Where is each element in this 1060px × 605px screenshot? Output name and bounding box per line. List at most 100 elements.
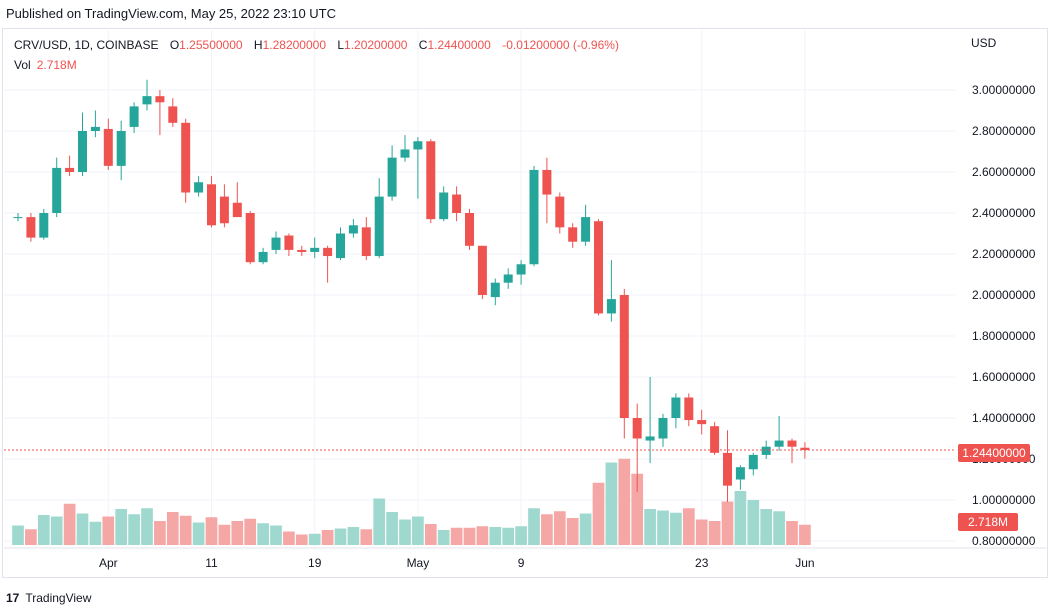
candle-body xyxy=(323,247,333,257)
low-label: L xyxy=(337,38,345,52)
x-axis-ticks: Apr 11 19 May 9 23 Jun xyxy=(99,556,815,570)
volume-bar xyxy=(12,525,24,545)
open-label: O xyxy=(169,38,180,52)
candle-body xyxy=(529,169,539,265)
x-tick-label: May xyxy=(407,556,430,570)
candle-body xyxy=(671,397,681,418)
volume-bar xyxy=(502,527,515,545)
candle-body xyxy=(181,122,191,193)
candle-body xyxy=(90,126,100,131)
volume-bar xyxy=(25,529,37,545)
close-label: C xyxy=(418,38,428,52)
volume-bar xyxy=(399,519,411,545)
volume-bar xyxy=(257,523,269,545)
candle-body xyxy=(581,217,591,242)
ohlc-legend: CRV/USD, 1D, COINBASE O1.25500000 H1.282… xyxy=(14,38,627,52)
volume-label: Vol xyxy=(14,58,31,72)
volume-legend: Vol 2.718M xyxy=(14,58,77,72)
tradingview-logo-icon: 17 xyxy=(6,591,20,605)
volume-bar xyxy=(566,518,579,545)
volume-bar xyxy=(76,513,89,545)
candle-body xyxy=(284,235,294,250)
volume-bar xyxy=(63,503,76,545)
candle-body xyxy=(761,446,771,455)
volume-bar xyxy=(799,524,811,545)
y-tick-label: 2.80000000 xyxy=(972,124,1036,138)
y-tick-label: 2.60000000 xyxy=(972,165,1036,179)
volume-bar xyxy=(747,500,760,545)
candle-body xyxy=(168,106,178,123)
volume-bar xyxy=(708,521,721,545)
volume-bar xyxy=(231,521,244,545)
volume-bar xyxy=(141,508,153,545)
candle-body xyxy=(632,418,642,439)
candle-body xyxy=(194,182,204,193)
candle-body xyxy=(52,167,62,213)
candle-body xyxy=(129,106,139,127)
y-tick-label: 2.00000000 xyxy=(972,288,1036,302)
published-caption: Published on TradingView.com, May 25, 20… xyxy=(6,6,337,21)
x-tick-label: 23 xyxy=(695,556,709,570)
candle-body xyxy=(336,233,345,259)
volume-bar xyxy=(347,527,360,545)
volume-bar xyxy=(334,528,347,545)
candle-body xyxy=(348,225,358,234)
y-tick-label: 1.40000000 xyxy=(972,411,1036,425)
candle-body xyxy=(155,96,165,103)
candle-body xyxy=(426,141,436,220)
y-tick-label: 3.00000000 xyxy=(972,83,1036,97)
last-volume-tag: 2.718M xyxy=(958,513,1018,531)
candles xyxy=(13,79,810,503)
volume-bar xyxy=(166,512,179,545)
volume-bar xyxy=(541,514,553,545)
change-value: -0.01200000 (-0.96%) xyxy=(502,38,619,52)
candle-body xyxy=(258,251,268,263)
volume-value: 2.718M xyxy=(36,58,77,72)
volume-bar xyxy=(360,529,373,545)
volume-bar xyxy=(618,458,631,545)
candle-body xyxy=(568,227,578,242)
candle-body xyxy=(503,274,513,283)
candle-body xyxy=(387,157,397,197)
volume-bar xyxy=(644,509,656,545)
x-tick-label: 19 xyxy=(308,556,322,570)
candle-body xyxy=(39,213,49,238)
candle-body xyxy=(310,247,320,252)
candle-body xyxy=(658,418,668,439)
candle-body xyxy=(542,169,552,195)
x-tick-label: Jun xyxy=(795,556,814,570)
candle-body xyxy=(103,128,113,166)
candle-body xyxy=(245,213,255,263)
grid-lines xyxy=(4,30,1046,549)
y-tick-label: 1.60000000 xyxy=(972,370,1036,384)
close-value: 1.24400000 xyxy=(427,38,491,52)
volume-bar xyxy=(579,513,592,545)
volume-bar xyxy=(657,510,669,545)
tradingview-footer[interactable]: 17 TradingView xyxy=(6,591,91,605)
volume-bar xyxy=(424,524,437,545)
candle-body xyxy=(516,264,526,275)
volume-bar xyxy=(50,516,63,545)
candle-body xyxy=(400,149,410,158)
volume-bar xyxy=(515,526,527,545)
volume-bar xyxy=(192,522,205,545)
volume-bar xyxy=(670,512,682,545)
volume-bar xyxy=(682,508,695,545)
volume-bar xyxy=(295,534,308,545)
y-tick-label: 2.40000000 xyxy=(972,206,1036,220)
volume-bar xyxy=(773,511,785,545)
candle-body xyxy=(619,295,629,418)
currency-label: USD xyxy=(971,36,997,50)
y-tick-label: 1.00000000 xyxy=(972,493,1036,507)
low-value: 1.20200000 xyxy=(344,38,408,52)
volume-bar xyxy=(437,530,450,545)
volume-bar xyxy=(760,509,773,545)
volume-bar xyxy=(154,521,166,545)
volume-bar xyxy=(463,527,476,545)
volume-bar xyxy=(37,515,50,545)
candle-body xyxy=(219,196,229,224)
candle-body xyxy=(361,227,371,257)
candle-body xyxy=(645,436,655,441)
volume-bar xyxy=(308,533,321,545)
